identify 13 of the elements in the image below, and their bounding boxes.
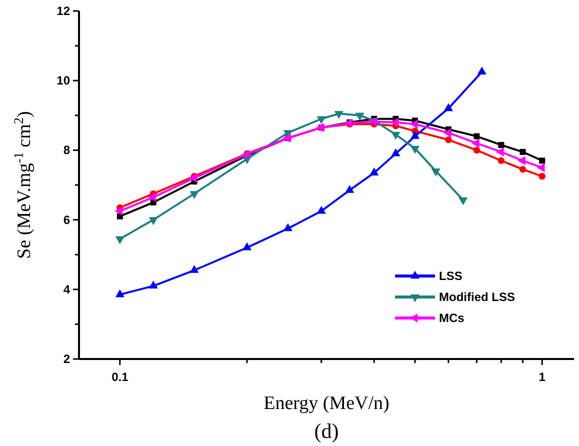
y-tick-label: 8 <box>63 143 70 158</box>
x-axis-title: Energy (MeV/n) <box>264 393 390 414</box>
legend-label: MCs <box>439 311 465 325</box>
legend-label: LSS <box>439 269 462 283</box>
y-tick-label: 4 <box>63 282 70 296</box>
text: (d) <box>314 419 339 443</box>
y-tick-label: 2 <box>63 352 70 366</box>
y-tick-label: 12 <box>56 4 70 18</box>
legend-label: Modified LSS <box>439 290 515 304</box>
y-tick-label: 6 <box>63 212 70 227</box>
y-tick-label: 10 <box>56 74 70 88</box>
x-tick-label: 1 <box>538 370 546 384</box>
x-tick-label: 0.1 <box>112 370 129 384</box>
